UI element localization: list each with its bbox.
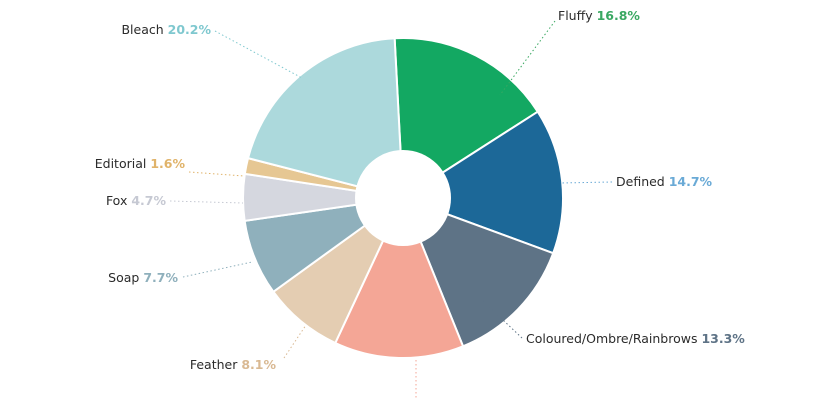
slice-label-value: 7.7% <box>143 270 178 285</box>
slice-label-fluffy: Fluffy 16.8% <box>558 8 640 23</box>
slice-label-value: 13.3% <box>701 331 745 346</box>
leader-line-bleach <box>214 30 303 79</box>
leader-line-feather <box>283 324 307 359</box>
slice-label-soap: Soap 7.7% <box>108 270 178 285</box>
slice-label-value: 20.2% <box>168 22 212 37</box>
leader-line-fluffy <box>499 20 556 96</box>
slice-unlabeled-3 <box>333 195 465 359</box>
leader-line-soap <box>182 261 253 278</box>
slice-label-value: 16.8% <box>597 8 641 23</box>
slice-coloured-ombre-rainbrows <box>401 196 555 348</box>
slice-label-name: Defined <box>616 174 669 189</box>
slice-label-bleach: Bleach 20.2% <box>121 22 211 37</box>
slice-label-value: 4.7% <box>131 193 166 208</box>
slice-fluffy <box>393 37 540 200</box>
slice-label-name: Feather <box>190 357 241 372</box>
slice-label-fox: Fox 4.7% <box>106 193 167 208</box>
label-leader-lines <box>169 20 613 400</box>
slice-label-value: 14.7% <box>669 174 713 189</box>
slice-label-value: 8.1% <box>241 357 276 372</box>
leader-line-defined <box>559 181 613 184</box>
slice-label-name: Fluffy <box>558 8 597 23</box>
slice-label-name: Soap <box>108 270 143 285</box>
slice-label-feather: Feather 8.1% <box>190 357 277 372</box>
slice-label-value: 1.6% <box>150 156 185 171</box>
slice-label-name: Coloured/Ombre/Rainbrows <box>526 331 701 346</box>
slice-label-editorial: Editorial 1.6% <box>95 156 186 171</box>
slice-label-name: Bleach <box>121 22 167 37</box>
slice-label-name: Fox <box>106 193 131 208</box>
slice-label-coloured-ombre-rainbrows: Coloured/Ombre/Rainbrows 13.3% <box>526 331 745 346</box>
slice-bleach <box>246 37 405 200</box>
slice-labels: Fluffy 16.8% Defined 14.7% Coloured/Ombre/… <box>95 8 746 372</box>
slice-defined <box>400 110 564 255</box>
slice-label-name: Editorial <box>95 156 151 171</box>
leader-line-editorial <box>188 171 245 177</box>
slice-label-defined: Defined 14.7% <box>616 174 713 189</box>
leader-line-coloured-ombre-rainbrows <box>481 299 523 339</box>
donut-hole <box>355 150 451 246</box>
leader-line-fox <box>169 200 244 204</box>
